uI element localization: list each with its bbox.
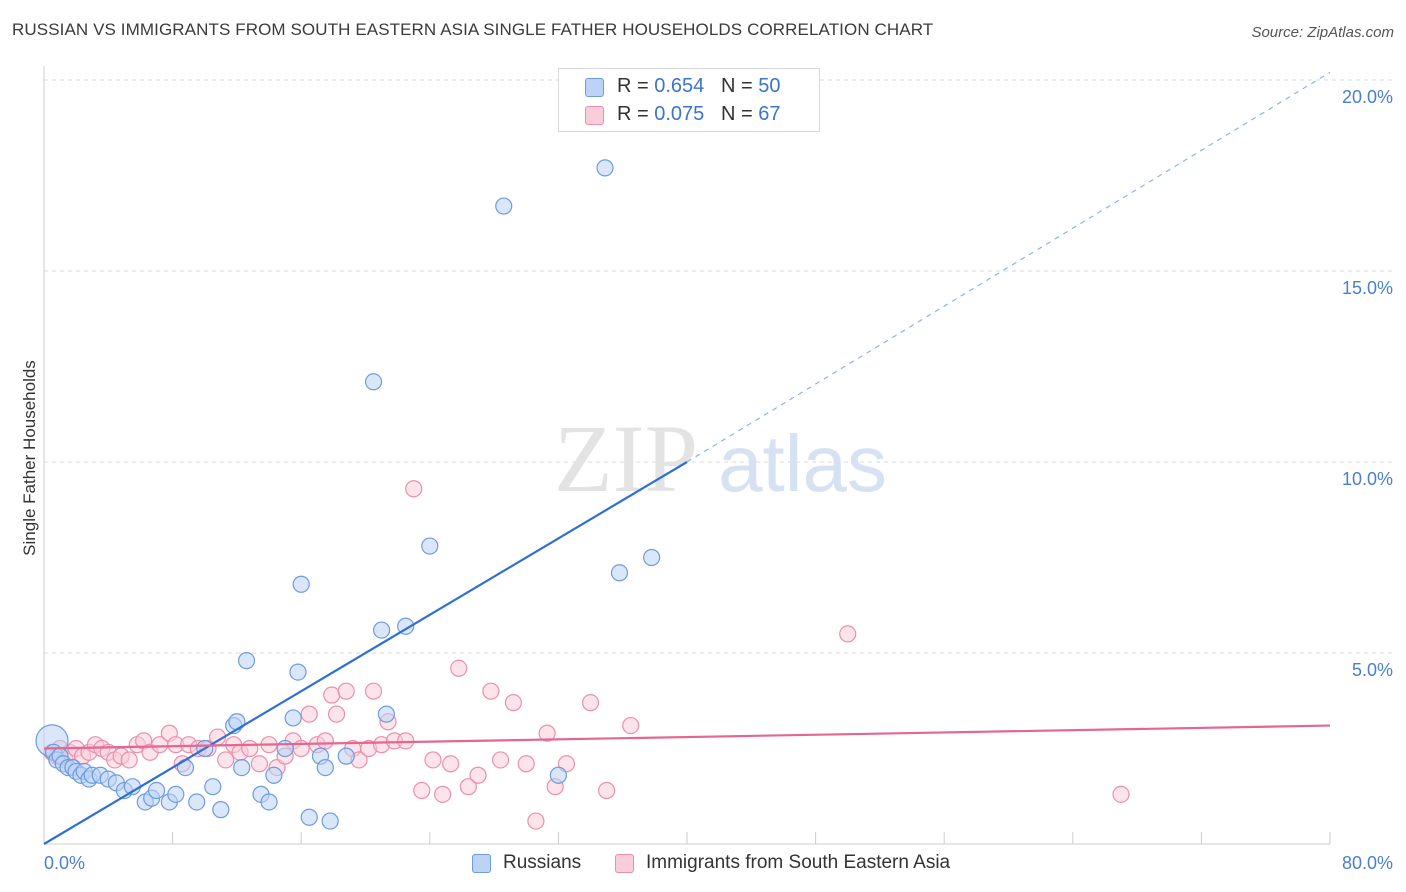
immigrants-point [598, 781, 616, 800]
immigrants-point [250, 755, 269, 773]
russians-point [147, 781, 166, 800]
legend-russians-n-label: N = [720, 75, 759, 97]
russians-point [289, 663, 307, 681]
immigrants-point [517, 755, 535, 773]
immigrants-point [337, 682, 355, 700]
immigrants-legend-swatch [615, 854, 634, 873]
immigrants-point [839, 625, 857, 643]
russians-point [212, 801, 230, 819]
y-axis-label: Single Father Households [20, 360, 39, 556]
russians-point [276, 739, 294, 758]
immigrants-point [413, 781, 431, 800]
correlation-legend: R = 0.654 N = 50 R = 0.075 N = 67 [558, 68, 820, 132]
russians-point [596, 159, 614, 177]
russians-point [284, 709, 302, 727]
russians-point [233, 758, 251, 777]
chart-title: RUSSIAN VS IMMIGRANTS FROM SOUTH EASTERN… [12, 20, 934, 39]
russians-point [228, 713, 246, 731]
russians-point [316, 758, 334, 777]
russians-point [167, 785, 185, 803]
immigrants-point [527, 812, 545, 830]
russians-swatch [585, 78, 604, 97]
russians-legend-label: Russians [503, 852, 582, 873]
immigrants-point [405, 480, 423, 498]
immigrants-point [434, 785, 452, 803]
immigrants-point [482, 682, 500, 700]
russians-point [265, 766, 283, 784]
russians-point [337, 747, 355, 765]
russians-point [260, 793, 278, 811]
trend-lines [43, 71, 1331, 845]
immigrants-points [43, 480, 1130, 830]
watermark-zip: ZIP [554, 405, 698, 512]
russians-point [176, 758, 195, 777]
legend-russians-r-label: R = [617, 75, 655, 97]
immigrants-point [327, 705, 346, 723]
russians-point [364, 373, 383, 391]
russians-point [549, 766, 568, 784]
russians-point [237, 652, 256, 670]
immigrants-trend-line [43, 724, 1331, 750]
immigrants-point [450, 659, 468, 677]
russians-point [610, 564, 629, 582]
legend-immigrants-text: R = 0.075 N = 67 [617, 103, 780, 126]
immigrants-point [504, 694, 522, 712]
immigrants-point [424, 751, 442, 769]
immigrants-point [442, 755, 460, 773]
immigrants-point [1112, 785, 1130, 803]
legend-russians-n-value: 50 [758, 75, 781, 97]
y-tick-label: 10.0% [1342, 469, 1393, 489]
immigrants-point [538, 724, 556, 742]
russians-point [188, 793, 206, 811]
russians-trend-line [43, 461, 688, 845]
legend-russians-text: R = 0.654 N = 50 [617, 75, 780, 98]
russians-point [321, 812, 339, 830]
x-tick-label: 80.0% [1342, 853, 1393, 873]
immigrants-point [300, 705, 318, 723]
immigrants-point [323, 686, 341, 704]
legend-immigrants-r-value: 0.075 [654, 103, 705, 125]
russians-points [35, 159, 661, 830]
immigrants-point [316, 732, 334, 750]
immigrants-point [217, 751, 235, 769]
immigrants-point [459, 778, 477, 796]
russians-point [643, 548, 661, 567]
immigrants-point [364, 682, 383, 700]
immigrants-point [622, 716, 640, 735]
source-label: Source: ZipAtlas.com [1251, 24, 1394, 41]
axes [43, 66, 1331, 845]
legend-russians-r-value: 0.654 [654, 75, 705, 97]
russians-point [292, 575, 310, 593]
immigrants-swatch [585, 106, 604, 125]
y-tick-label: 5.0% [1352, 660, 1393, 680]
russians-point [204, 778, 222, 796]
y-tick-label: 15.0% [1342, 278, 1393, 298]
russians-point [421, 537, 439, 555]
immigrants-point [120, 751, 138, 769]
immigrants-point [241, 739, 259, 758]
legend-immigrants-n-label: N = [720, 103, 759, 125]
watermark-atlas: atlas [718, 419, 887, 508]
russians-point [377, 705, 395, 723]
immigrants-point [469, 766, 487, 784]
immigrants-legend-label: Immigrants from South Eastern Asia [646, 852, 951, 873]
russians-point [372, 621, 391, 639]
grid-lines [44, 79, 1392, 654]
y-tick-label: 20.0% [1342, 87, 1393, 107]
tick-labels: 5.0% 10.0% 15.0% 20.0% 0.0% 80.0% [44, 87, 1393, 873]
x-tick-label: 0.0% [44, 853, 85, 873]
immigrants-point [491, 751, 510, 769]
russians-point [495, 197, 513, 215]
russians-point [300, 808, 318, 826]
russians-legend-swatch [472, 854, 491, 873]
legend-immigrants-n-value: 67 [758, 103, 781, 125]
legend-immigrants-r-label: R = [617, 103, 655, 125]
immigrants-point [581, 694, 600, 712]
